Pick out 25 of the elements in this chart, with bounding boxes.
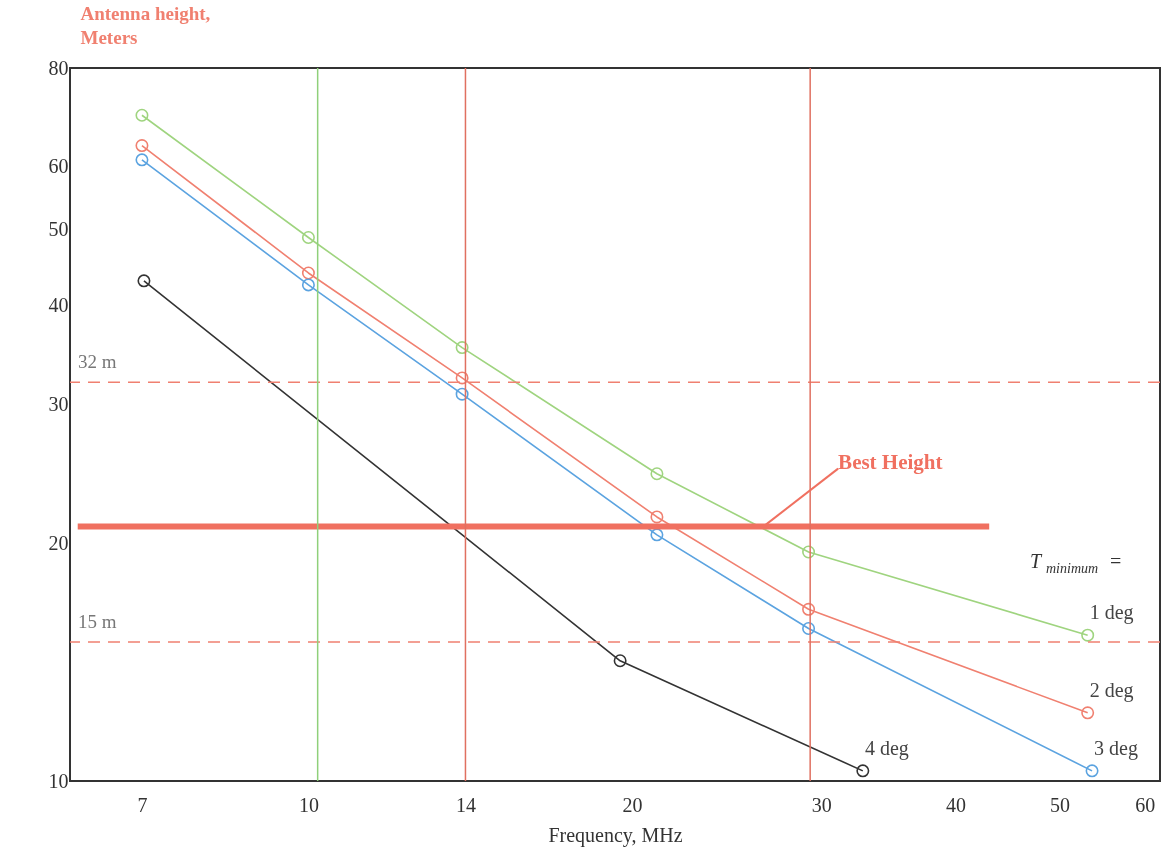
y-tick-label: 40 <box>48 294 69 317</box>
x-tick-label: 30 <box>811 793 832 816</box>
series-label: 3 deg <box>1094 736 1138 760</box>
x-tick-label: 7 <box>137 793 148 816</box>
x-tick-label: 40 <box>945 793 966 816</box>
ref-line-label: 15 m <box>78 610 117 632</box>
y-tick-label: 30 <box>48 392 69 415</box>
annotation: Tminimum = <box>1030 550 1123 576</box>
x-tick-label: 10 <box>298 793 319 816</box>
x-tick-label: 60 <box>1135 793 1156 816</box>
y-tick-label: 50 <box>48 217 69 240</box>
y-tick-label: 80 <box>48 56 69 79</box>
y-tick-label: 60 <box>48 155 69 178</box>
annotation: Best Height <box>838 449 943 474</box>
series-label: 4 deg <box>864 736 909 760</box>
ref-line-label: 32 m <box>78 351 117 373</box>
y-tick-label: 10 <box>48 769 69 792</box>
y-tick-label: 20 <box>48 531 69 554</box>
x-tick-label: 14 <box>455 793 476 816</box>
series-label: 2 deg <box>1089 678 1134 702</box>
series-label: 1 deg <box>1089 601 1134 625</box>
x-tick-label: 20 <box>622 793 643 816</box>
y-axis-title: Antenna height, Meters <box>80 2 211 48</box>
x-tick-label: 50 <box>1050 793 1071 816</box>
x-axis-title: Frequency, MHz <box>548 823 683 847</box>
